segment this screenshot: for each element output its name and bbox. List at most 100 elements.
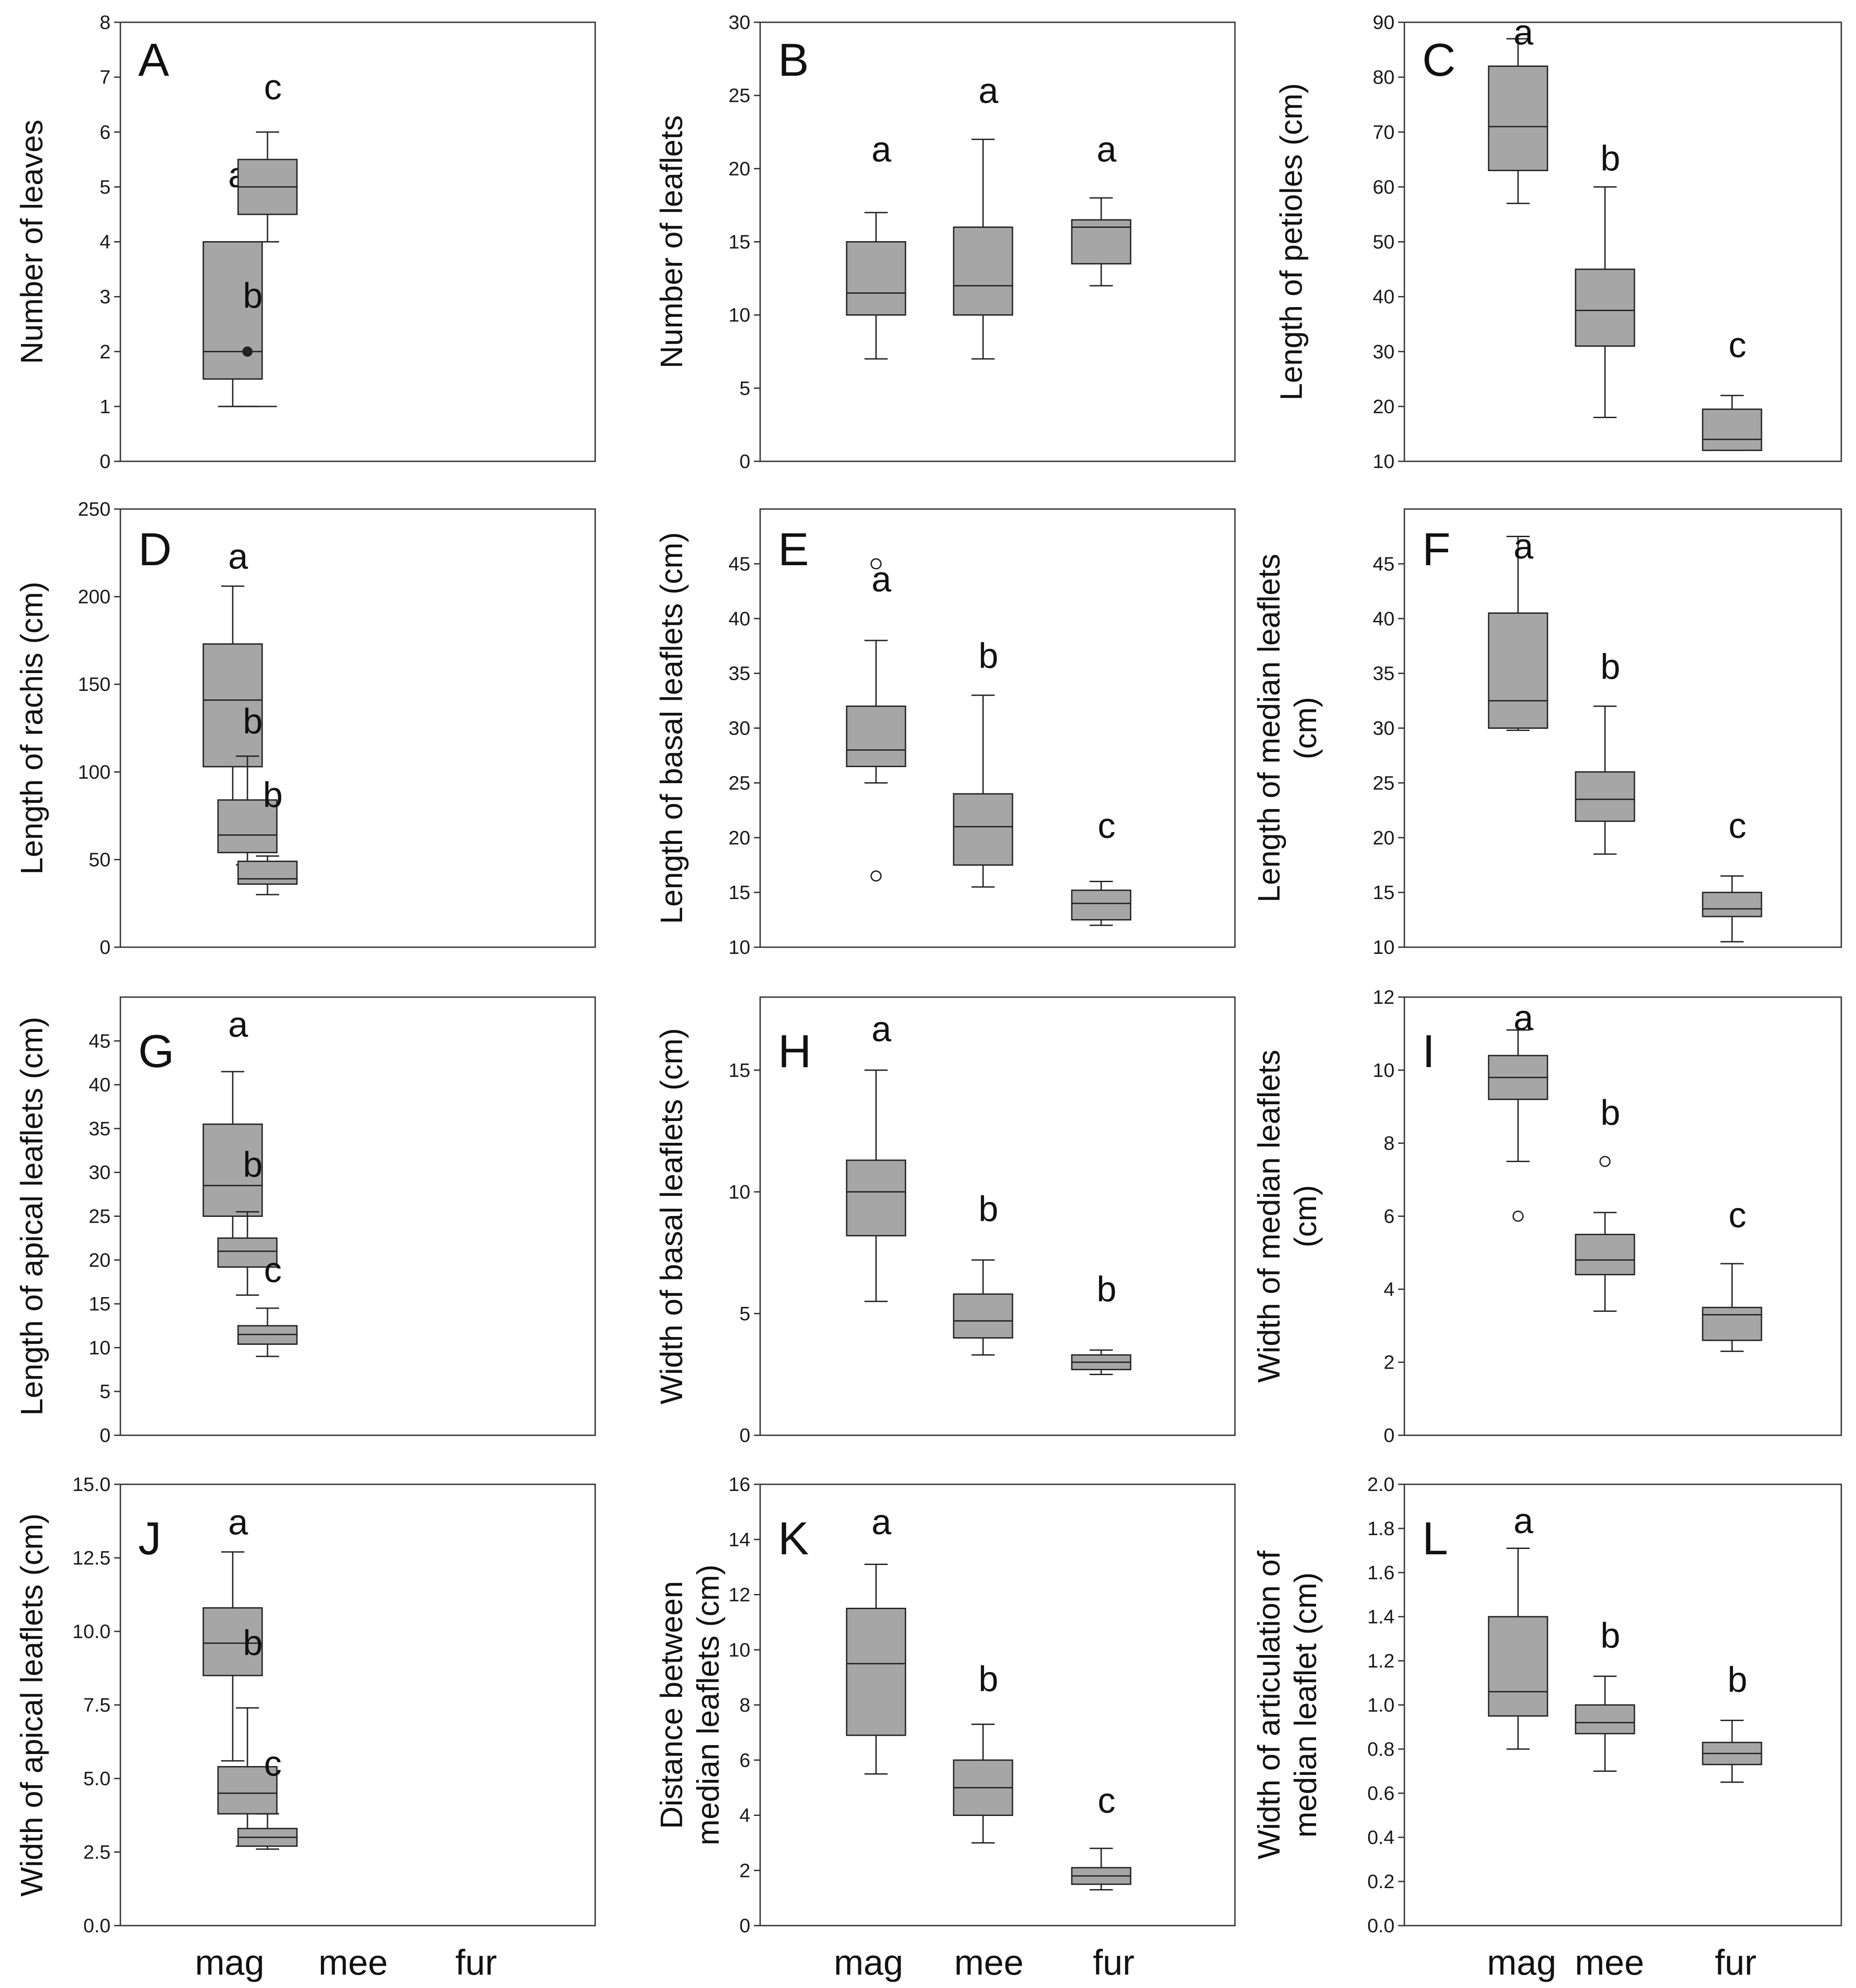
box-body xyxy=(1702,891,1762,917)
box-body xyxy=(846,705,906,768)
significance-letter: a xyxy=(1514,12,1534,52)
panel-f: 10 15 20 25 30 35 40 45 Length of median leaflet… xyxy=(1251,508,1842,958)
y-tick-label: 35 xyxy=(728,663,750,685)
panel-label: H xyxy=(778,1026,811,1077)
y-tick-label: 30 xyxy=(89,1162,111,1183)
box-body xyxy=(1488,1616,1548,1717)
box-body xyxy=(217,799,278,854)
significance-letter: a xyxy=(872,559,892,599)
x-category-label-mee: mee xyxy=(954,1943,1024,1982)
box-mag: a xyxy=(1488,526,1548,731)
y-axis-label: (cm) xyxy=(1288,1185,1323,1248)
box-mee: a xyxy=(953,71,1013,360)
x-category-label-fur: fur xyxy=(1715,1943,1756,1982)
y-tick-label: 20 xyxy=(728,827,750,849)
y-tick-label: 1.6 xyxy=(1367,1562,1395,1584)
y-tick-label: 80 xyxy=(1373,66,1395,88)
y-tick-label: 15 xyxy=(728,882,750,904)
y-tick-label: 0.2 xyxy=(1367,1871,1395,1893)
significance-letter: a xyxy=(1514,998,1534,1038)
y-tick-label: 10 xyxy=(1373,451,1395,472)
box-mee: b xyxy=(217,701,278,866)
y-tick-label: 7 xyxy=(100,66,111,88)
y-tick-label: 10 xyxy=(1373,1060,1395,1081)
panel-label: D xyxy=(138,524,172,575)
y-axis-label: median leaflet (cm) xyxy=(1288,1572,1323,1837)
box-body xyxy=(953,793,1013,866)
y-tick-label: 2 xyxy=(1384,1351,1395,1373)
significance-letter: c xyxy=(1728,1195,1746,1235)
box-body xyxy=(1575,771,1635,822)
panel-j: 0.0 2.5 5.0 7.5 10.0 12.5 15.0 Width of apical … xyxy=(14,1474,596,1937)
box-fur: c xyxy=(1071,805,1132,926)
x-category-label-fur: fur xyxy=(1093,1943,1134,1982)
box-mag: a xyxy=(1488,998,1548,1222)
outlier-point xyxy=(1599,1156,1611,1167)
significance-letter: a xyxy=(228,537,248,576)
y-tick-label: 1.0 xyxy=(1367,1694,1395,1716)
y-tick-label: 12.5 xyxy=(72,1547,111,1569)
y-tick-label: 8 xyxy=(100,12,111,33)
y-axis-label: Number of leaflets xyxy=(654,115,689,368)
y-tick-label: 35 xyxy=(89,1118,111,1140)
y-axis-label: Width of basal leaflets (cm) xyxy=(654,1028,689,1404)
y-tick-label: 0.8 xyxy=(1367,1738,1395,1760)
y-tick-label: 100 xyxy=(78,761,111,783)
box-body xyxy=(202,1123,263,1217)
panel-label: B xyxy=(778,34,809,86)
box-fur: c xyxy=(1702,1195,1762,1352)
panel-label: F xyxy=(1422,524,1451,575)
x-category-label-mag: mag xyxy=(1487,1943,1556,1982)
y-tick-label: 20 xyxy=(1373,827,1395,849)
box-mee: b xyxy=(1575,647,1635,855)
y-tick-label: 10.0 xyxy=(72,1621,111,1643)
y-tick-label: 4 xyxy=(740,1805,750,1827)
box-fur: c xyxy=(237,1743,298,1850)
y-tick-label: 8 xyxy=(740,1694,750,1716)
y-tick-label: 0 xyxy=(100,451,111,472)
significance-letter: a xyxy=(1097,129,1117,169)
y-tick-label: 40 xyxy=(1373,286,1395,308)
y-tick-label: 0 xyxy=(740,1425,750,1446)
significance-letter: b xyxy=(1601,138,1621,178)
y-tick-label: 25 xyxy=(728,772,750,794)
y-tick-label: 45 xyxy=(89,1030,111,1052)
y-tick-label: 0.6 xyxy=(1367,1783,1395,1804)
y-tick-label: 0 xyxy=(740,1915,750,1937)
box-mee: b xyxy=(953,1189,1013,1356)
y-tick-label: 40 xyxy=(89,1074,111,1096)
y-tick-label: 4 xyxy=(100,231,111,253)
y-tick-label: 0.4 xyxy=(1367,1827,1395,1848)
significance-letter: c xyxy=(264,1743,282,1783)
y-tick-label: 5 xyxy=(100,176,111,198)
y-tick-label: 0 xyxy=(1384,1425,1395,1446)
significance-letter: b xyxy=(979,636,999,675)
y-tick-label: 25 xyxy=(89,1206,111,1228)
y-tick-label: 5 xyxy=(740,378,750,399)
x-category-label-fur: fur xyxy=(455,1943,497,1982)
y-tick-label: 10 xyxy=(728,1639,750,1661)
panel-l: 0.0 0.2 0.4 0.6 0.8 1.0 1.2 1.4 1.6 1.8 2.0 Width o… xyxy=(1251,1474,1842,1937)
box-body xyxy=(1488,66,1548,171)
y-tick-label: 10 xyxy=(728,1181,750,1203)
significance-letter: c xyxy=(1098,1780,1115,1820)
y-tick-label: 20 xyxy=(728,158,750,180)
x-category-label-mag: mag xyxy=(195,1943,264,1982)
y-tick-label: 15 xyxy=(89,1293,111,1315)
y-axis-label: Distance between xyxy=(654,1581,689,1829)
significance-letter: b xyxy=(1601,1093,1621,1133)
significance-letter: a xyxy=(872,129,892,169)
y-axis-label: (cm) xyxy=(1288,697,1323,760)
y-tick-label: 10 xyxy=(728,936,750,958)
panel-d: 0 50 100 150 200 250 Length of rachis (cm) D a bb xyxy=(14,498,596,958)
panel-label: K xyxy=(778,1513,809,1565)
y-tick-label: 250 xyxy=(78,498,111,520)
significance-letter: b xyxy=(1728,1659,1748,1699)
box-fur: c xyxy=(1071,1780,1132,1891)
y-tick-label: 14 xyxy=(728,1529,750,1551)
significance-letter: a xyxy=(1514,1501,1534,1540)
box-mag: a xyxy=(202,1004,263,1261)
x-category-label-mag: mag xyxy=(834,1943,903,1982)
